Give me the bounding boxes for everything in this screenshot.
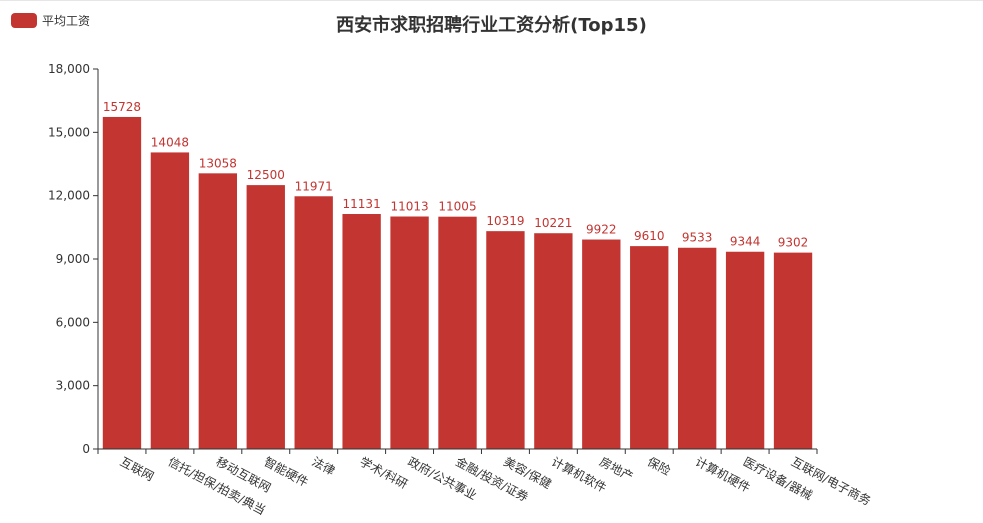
bar-value-label: 14048 [151,135,189,149]
bar-value-label: 9610 [634,229,665,243]
bar [677,247,717,449]
bar [725,251,765,449]
bar [246,185,285,449]
x-category-label: 法律 [309,455,337,479]
bar [198,173,238,449]
legend-label: 平均工资 [42,14,91,28]
y-tick-label: 3,000 [56,379,90,393]
bar-value-label: 9922 [586,223,617,237]
bar-value-label: 10221 [534,216,572,230]
bar [486,231,525,449]
y-tick-label: 12,000 [48,189,90,203]
bar [294,196,333,449]
chart-title: 西安市求职招聘行业工资分析(Top15) [336,15,647,36]
bar-value-label: 11971 [295,179,333,193]
bar [102,116,142,449]
top-border [0,0,983,1]
y-tick-label: 9,000 [56,252,90,266]
bar [534,233,573,449]
x-category-label: 保险 [645,454,673,479]
bar-value-label: 9344 [730,235,761,249]
bar [630,246,669,449]
legend-item[interactable]: 平均工资 [11,12,90,29]
x-category-label: 互联网/电子商务 [789,454,874,509]
bar [582,239,621,449]
y-tick-label: 0 [82,442,90,456]
bar [773,252,813,449]
bar [390,216,429,449]
bar [150,152,190,450]
bar-value-label: 11013 [390,200,428,214]
x-category-label: 学术/科研 [357,454,410,492]
bar [438,216,477,449]
legend-swatch [11,13,37,28]
bar-value-label: 13058 [199,156,237,170]
y-tick-label: 18,000 [48,62,90,76]
bar [342,214,381,449]
y-tick-label: 15,000 [48,125,90,139]
bar-value-label: 9302 [778,236,809,250]
bar-value-label: 15728 [103,100,141,114]
bar-value-label: 11131 [343,197,381,211]
bar-value-label: 11005 [438,200,476,214]
bar-value-label: 10319 [486,214,524,228]
bar-value-label: 9533 [682,231,713,245]
bar-value-label: 12500 [247,168,285,182]
y-tick-label: 6,000 [56,315,90,329]
x-category-label: 互联网 [118,455,156,484]
